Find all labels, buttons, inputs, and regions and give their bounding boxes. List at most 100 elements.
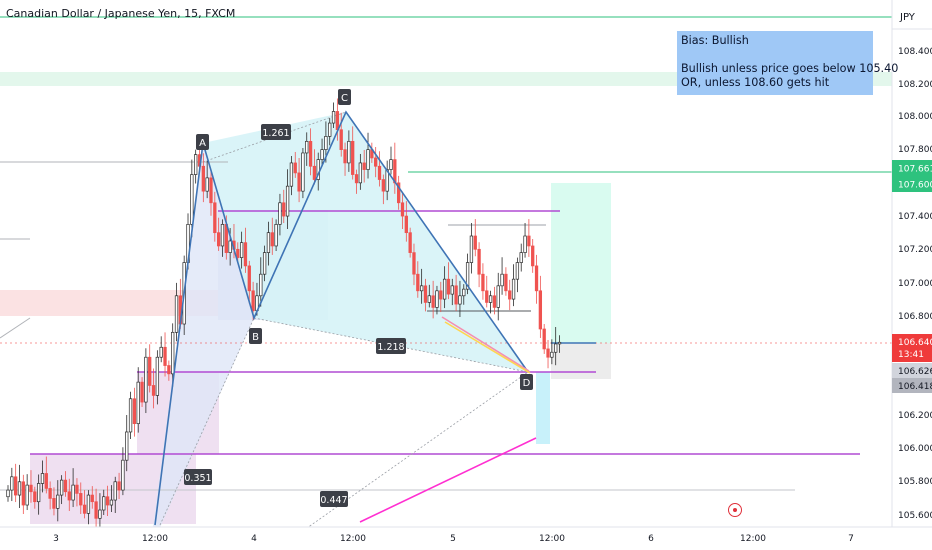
label-point-c: C xyxy=(338,89,351,105)
candle-body xyxy=(531,245,535,267)
candle-body xyxy=(251,290,255,312)
candle-body xyxy=(144,356,148,403)
candle-body xyxy=(343,149,347,164)
fib-ad-dotted xyxy=(289,371,529,541)
candle-body xyxy=(209,177,213,204)
label-point-a: A xyxy=(196,134,209,150)
price-tick: 106.000 xyxy=(898,444,932,454)
candle-body xyxy=(408,232,412,253)
candle-body xyxy=(6,489,10,498)
svg-text:C: C xyxy=(341,93,348,104)
ratio-label-ac: 1.261 xyxy=(261,124,291,140)
candle-body xyxy=(442,278,447,300)
candle-body xyxy=(339,129,343,150)
candle-body xyxy=(270,232,274,247)
candle-body xyxy=(458,295,462,305)
candle-body xyxy=(534,265,539,292)
svg-text:1.218: 1.218 xyxy=(377,342,404,353)
candle-body xyxy=(519,252,523,263)
candle-body xyxy=(98,509,102,519)
candle-body xyxy=(320,149,324,160)
stop-loss-zone xyxy=(551,343,611,379)
fib-xb-dotted xyxy=(159,317,255,526)
price-tick: 108.000 xyxy=(898,112,932,122)
time-tick: 12:00 xyxy=(142,534,168,544)
time-tick: 12:00 xyxy=(340,534,366,544)
candle-body xyxy=(465,262,470,290)
time-tick: 4 xyxy=(251,534,257,544)
candle-body xyxy=(159,346,163,358)
candle-body xyxy=(312,165,317,180)
candle-body xyxy=(36,483,41,503)
candle-body xyxy=(17,481,22,496)
candle-body xyxy=(366,149,370,170)
candle-body xyxy=(335,111,340,131)
record-marker-icon[interactable] xyxy=(728,503,742,517)
candle-body xyxy=(485,290,489,303)
candle-body xyxy=(358,162,363,184)
candle-body xyxy=(293,162,297,174)
time-tick: 12:00 xyxy=(539,534,565,544)
candle-body xyxy=(308,140,313,167)
candle-body xyxy=(400,202,405,217)
price-tick: 106.200 xyxy=(898,411,932,421)
price-tick: 105.600 xyxy=(898,511,932,521)
candles-group xyxy=(6,98,562,532)
candle-body xyxy=(324,136,328,150)
candle-body xyxy=(523,235,527,253)
candle-body xyxy=(136,381,140,425)
svg-text:0.351: 0.351 xyxy=(184,473,211,484)
badge-target-level xyxy=(892,176,932,192)
candle-body xyxy=(109,499,114,506)
supply-zone-green xyxy=(0,72,892,86)
prz-zone xyxy=(536,372,550,444)
ratio-label-ad: 0.447 xyxy=(320,491,348,507)
harmonic-pattern-legs xyxy=(154,110,529,526)
fib-ac-dotted xyxy=(202,111,347,163)
time-tick: 6 xyxy=(648,534,654,544)
candle-body xyxy=(289,162,294,187)
bias-note[interactable]: Bias: Bullish Bullish unless price goes … xyxy=(677,31,898,95)
time-tick: 7 xyxy=(848,534,854,544)
candle-body xyxy=(274,224,278,247)
candle-body xyxy=(59,479,64,496)
candle-body xyxy=(542,328,546,350)
svg-text:0.447: 0.447 xyxy=(320,495,347,506)
svg-text:106.626: 106.626 xyxy=(898,367,932,377)
price-tick: 108.400 xyxy=(898,47,932,57)
candle-body xyxy=(419,285,424,292)
candle-body xyxy=(266,232,271,253)
label-point-d: D xyxy=(520,374,533,390)
time-axis[interactable]: 3 12:00 4 12:00 5 12:00 6 12:00 7 xyxy=(0,526,932,550)
candle-body xyxy=(40,473,45,484)
candle-body xyxy=(44,473,48,489)
ratio-label-xb: 0.351 xyxy=(184,469,212,485)
candle-body xyxy=(239,242,244,258)
candle-body xyxy=(194,154,198,175)
badge-last-price xyxy=(892,334,932,362)
candle-body xyxy=(220,224,225,247)
price-tick: 107.200 xyxy=(898,245,932,255)
candle-body xyxy=(125,431,129,461)
candle-body xyxy=(427,295,431,303)
svg-text:107.661: 107.661 xyxy=(898,165,932,175)
candle-body xyxy=(354,174,359,184)
candle-body xyxy=(381,179,385,192)
candle-body xyxy=(205,177,209,192)
candle-body xyxy=(259,273,263,297)
candle-body xyxy=(247,265,251,292)
candle-body xyxy=(431,295,435,308)
candle-body xyxy=(228,240,232,253)
price-axis[interactable]: JPY 108.400 108.200 108.000 107.800 107.… xyxy=(891,0,932,550)
candle-body xyxy=(75,484,79,494)
svg-text:B: B xyxy=(252,332,259,343)
candle-body xyxy=(469,235,474,263)
converging-line-pink xyxy=(441,316,530,372)
candle-body xyxy=(423,285,428,303)
candle-body xyxy=(515,262,520,280)
candle-body xyxy=(86,494,91,514)
candle-body xyxy=(113,481,117,501)
candle-body xyxy=(243,242,248,267)
